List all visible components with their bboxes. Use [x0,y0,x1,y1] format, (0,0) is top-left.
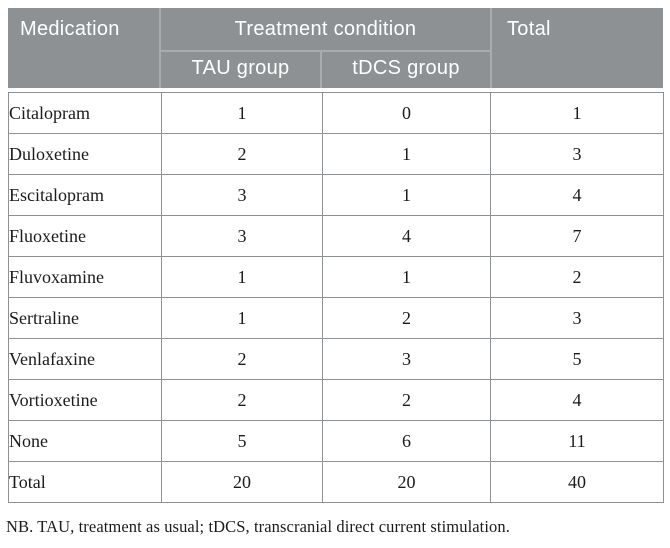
tau-count-cell: 2 [161,338,323,380]
table-row: Sertraline 1 2 3 [8,297,664,339]
medication-name-cell: Sertraline [8,297,162,339]
tau-count-cell: 1 [161,92,323,134]
table-row: Duloxetine 2 1 3 [8,133,664,175]
row-total-cell: 4 [490,379,664,421]
tau-count-cell: 3 [161,215,323,257]
tdcs-count-cell: 1 [322,133,491,175]
header-cell-medication: Medication [8,8,161,88]
row-total-cell: 7 [490,215,664,257]
tdcs-count-cell: 2 [322,297,491,339]
table-footnote: NB. TAU, treatment as usual; tDCS, trans… [6,517,510,536]
medication-name-cell: Citalopram [8,92,162,134]
tau-count-cell: 1 [161,256,323,298]
header-cell-tdcs-group: tDCS group [352,57,460,79]
row-total-cell: 5 [490,338,664,380]
row-total-cell: 3 [490,297,664,339]
medication-name-cell: Total [8,461,162,503]
row-total-cell: 3 [490,133,664,175]
medication-name-cell: Venlafaxine [8,338,162,380]
table-row-total: Total 20 20 40 [8,461,664,503]
medication-table-body: Citalopram 1 0 1 Duloxetine 2 1 3 Escita… [8,92,664,503]
header-cell-treatment-condition: Treatment condition [161,8,490,52]
tau-count-cell: 5 [161,420,323,462]
medication-name-cell: Fluvoxamine [8,256,162,298]
medication-name-cell: Vortioxetine [8,379,162,421]
tdcs-count-cell: 0 [322,92,491,134]
table-row: Venlafaxine 2 3 5 [8,338,664,380]
table-header: Medication Treatment condition Total TAU… [8,8,663,88]
row-total-cell: 11 [490,420,664,462]
tdcs-count-cell: 4 [322,215,491,257]
table-row: Vortioxetine 2 2 4 [8,379,664,421]
tau-count-cell: 2 [161,379,323,421]
row-total-cell: 4 [490,174,664,216]
medication-name-cell: Fluoxetine [8,215,162,257]
row-total-cell: 2 [490,256,664,298]
tdcs-count-cell: 1 [322,174,491,216]
tdcs-count-cell: 1 [322,256,491,298]
tdcs-count-cell: 20 [322,461,491,503]
medication-name-cell: Escitalopram [8,174,162,216]
tau-count-cell: 20 [161,461,323,503]
table-row: None 5 6 11 [8,420,664,462]
row-total-cell: 40 [490,461,664,503]
tdcs-count-cell: 6 [322,420,491,462]
row-total-cell: 1 [490,92,664,134]
table-row: Fluoxetine 3 4 7 [8,215,664,257]
medication-name-cell: Duloxetine [8,133,162,175]
header-cell-tau-group: TAU group [161,52,322,88]
medication-name-cell: None [8,420,162,462]
tau-count-cell: 3 [161,174,323,216]
tdcs-count-cell: 2 [322,379,491,421]
table-row: Citalopram 1 0 1 [8,92,664,134]
tau-count-cell: 2 [161,133,323,175]
tau-count-cell: 1 [161,297,323,339]
table-row: Fluvoxamine 1 1 2 [8,256,664,298]
tdcs-count-cell: 3 [322,338,491,380]
header-cell-total: Total [490,8,663,88]
table-row: Escitalopram 3 1 4 [8,174,664,216]
